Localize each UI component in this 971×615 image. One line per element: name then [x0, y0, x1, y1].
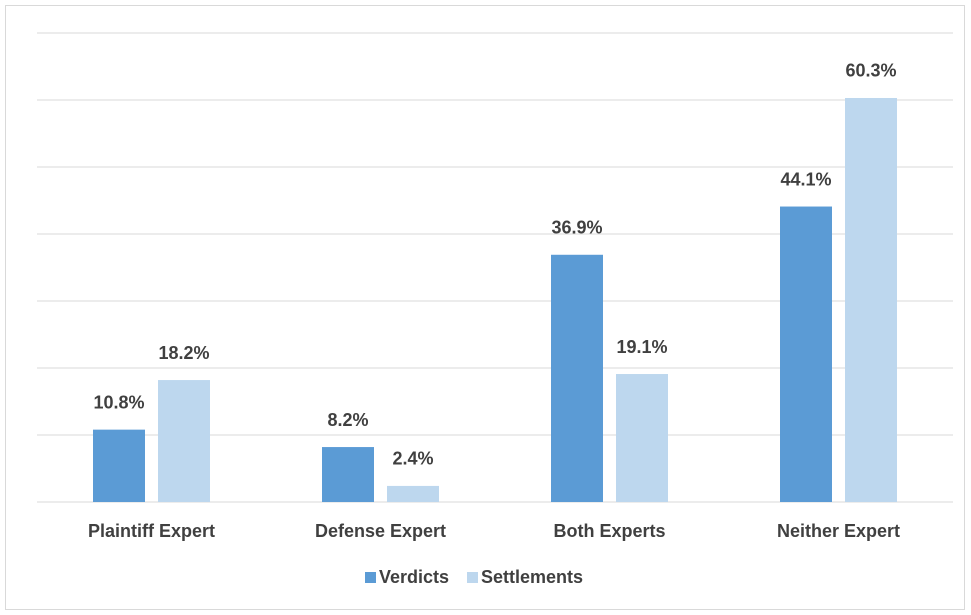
bar [845, 97, 897, 503]
legend-swatch [365, 572, 376, 583]
bar [551, 254, 603, 502]
legend-label: Verdicts [379, 567, 449, 587]
legend-label: Settlements [481, 567, 583, 587]
legend-swatch [467, 572, 478, 583]
bar [387, 485, 439, 502]
data-label: 60.3% [845, 61, 896, 81]
data-label: 10.8% [93, 392, 144, 412]
bar [93, 429, 145, 502]
bar [158, 380, 210, 502]
data-label: 44.1% [780, 169, 831, 189]
bar [780, 206, 832, 502]
x-tick-label: Defense Expert [315, 521, 446, 541]
data-label: 19.1% [616, 337, 667, 357]
data-label: 2.4% [392, 449, 433, 469]
data-label: 8.2% [327, 410, 368, 430]
data-label: 18.2% [158, 343, 209, 363]
x-tick-label: Plaintiff Expert [88, 521, 215, 541]
data-label: 36.9% [551, 218, 602, 238]
bar [616, 374, 668, 502]
x-tick-label: Neither Expert [777, 521, 900, 541]
x-tick-label: Both Experts [553, 521, 665, 541]
bar [322, 447, 374, 502]
